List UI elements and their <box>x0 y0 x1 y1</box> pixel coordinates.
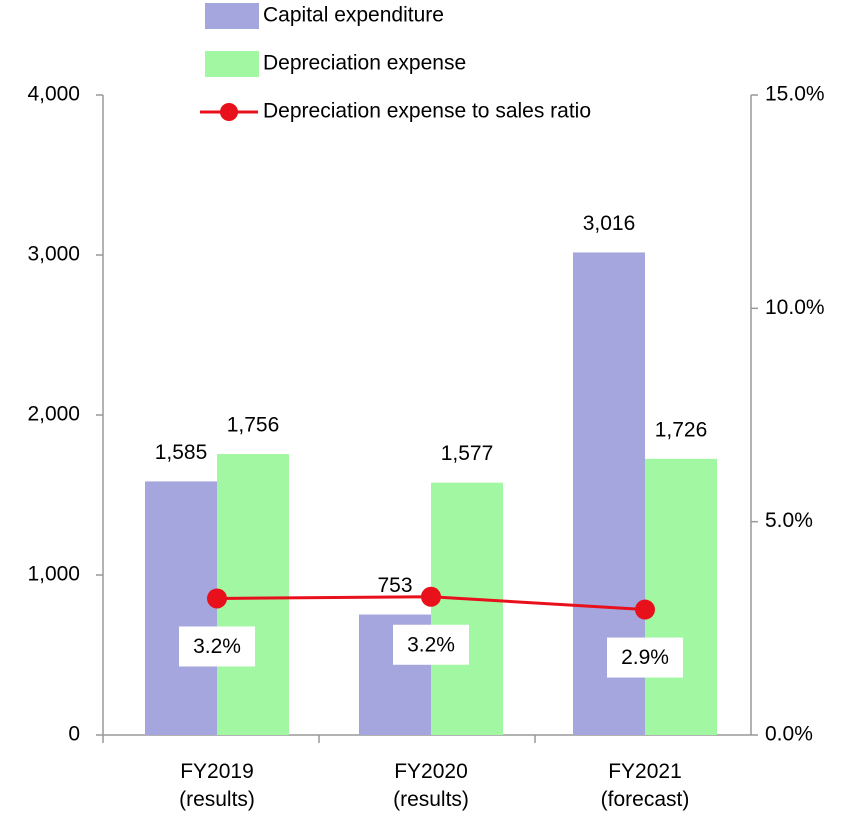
y2-tick-label: 15.0% <box>765 83 825 106</box>
legend-label: Capital expenditure <box>263 4 444 27</box>
line-label-box <box>179 626 255 667</box>
bar <box>217 454 289 735</box>
line-point <box>207 588 227 609</box>
bar-value-label: 753 <box>377 574 412 597</box>
x-tick-label: FY2020 (results) <box>393 760 469 811</box>
legend-marker <box>220 103 238 121</box>
y-tick-label: 2,000 <box>27 403 80 426</box>
line-point <box>635 599 655 620</box>
y2-tick-label: 5.0% <box>765 509 813 532</box>
y2-tick-label: 0.0% <box>765 723 813 746</box>
legend-label: Depreciation expense <box>263 52 466 75</box>
bar-value-label: 1,726 <box>655 418 708 441</box>
bar-value-label: 1,756 <box>227 414 280 437</box>
bar <box>145 481 217 735</box>
x-tick-label: FY2019 (results) <box>179 760 255 811</box>
bar-value-label: 3,016 <box>583 212 636 235</box>
line-value-label: 3.2% <box>193 635 241 658</box>
bar <box>645 458 717 735</box>
y-tick-label: 0 <box>68 723 80 746</box>
bar-value-label: 1,577 <box>441 442 494 465</box>
y-tick-label: 4,000 <box>27 83 80 106</box>
x-tick-label: FY2021 (forecast) <box>600 760 690 811</box>
line-point <box>421 586 441 607</box>
y-tick-label: 3,000 <box>27 243 80 266</box>
y-tick-label: 1,000 <box>27 563 80 586</box>
line-value-label: 2.9% <box>621 646 669 669</box>
line-label-box <box>607 637 683 678</box>
legend-label: Depreciation expense to sales ratio <box>263 100 591 123</box>
legend-swatch <box>205 51 259 77</box>
legend-swatch <box>205 3 259 29</box>
line-label-box <box>393 624 469 665</box>
line-value-label: 3.2% <box>407 633 455 656</box>
y2-tick-label: 10.0% <box>765 296 825 319</box>
bar-value-label: 1,585 <box>155 441 208 464</box>
bar <box>431 482 503 735</box>
